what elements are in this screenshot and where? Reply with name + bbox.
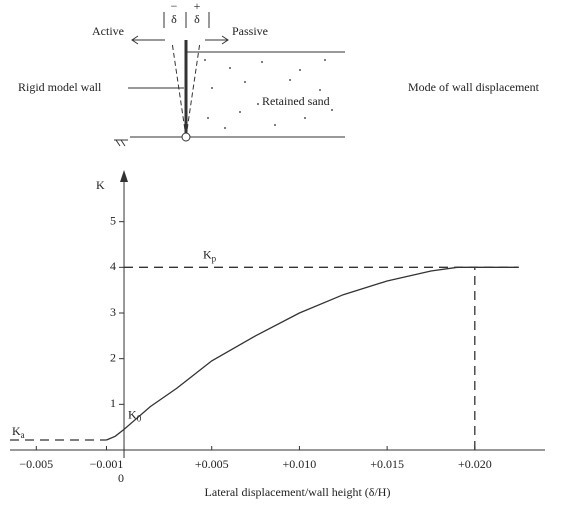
x-tick-label: +0.015 [370,457,404,471]
passive-label: Passive [232,24,268,38]
hinge [181,132,191,142]
active-label: Active [92,24,124,38]
annotation-sub: 0 [137,414,142,424]
wall-label: Rigid model wall [18,80,102,94]
annotation: K0 [128,407,142,423]
x-tick-label: 0 [118,471,124,485]
sand-label: Retained sand [262,94,330,108]
x-tick-label: +0.005 [195,457,229,471]
y-axis-arrow [120,170,129,182]
sand-dots [204,59,333,129]
y-tick-label: 1 [110,396,116,410]
active-rotation [171,41,187,138]
k-curve [106,266,519,441]
y-tick-label: 5 [110,213,116,227]
y-axis-label: K [96,178,105,192]
x-tick-label: −0.005 [19,457,53,471]
ground-hatch [114,139,128,147]
delta-plus: δ [194,12,200,26]
annotation-main: K [203,247,212,261]
passive-arrow [205,35,229,45]
y-tick-label: 2 [110,350,116,364]
annotation: Ka [12,424,25,440]
x-tick-label: +0.010 [283,457,317,471]
wall-diagram: Active Passive − δ + δ Rigid model wall … [18,0,540,147]
caption: Mode of wall displacement [408,80,540,94]
annotation-main: K [12,424,21,438]
annotation-sub: a [21,430,25,440]
active-arrow [131,35,165,45]
passive-rotation [185,41,201,138]
x-tick-label: −0.001 [90,457,124,471]
x-tick-label: +0.020 [458,457,492,471]
x-axis-label: Lateral displacement/wall height (δ/H) [205,485,391,499]
annotation-sub: p [212,253,217,263]
annotation: Kp [203,247,217,263]
plus-sign: + [194,0,201,13]
delta-minus: δ [171,12,177,26]
y-tick-label: 3 [110,305,116,319]
minus-sign: − [171,0,178,13]
y-tick-label: 4 [110,259,116,273]
plot: K Lateral displacement/wall height (δ/H) 1… [10,170,545,499]
annotation-main: K [128,407,137,421]
